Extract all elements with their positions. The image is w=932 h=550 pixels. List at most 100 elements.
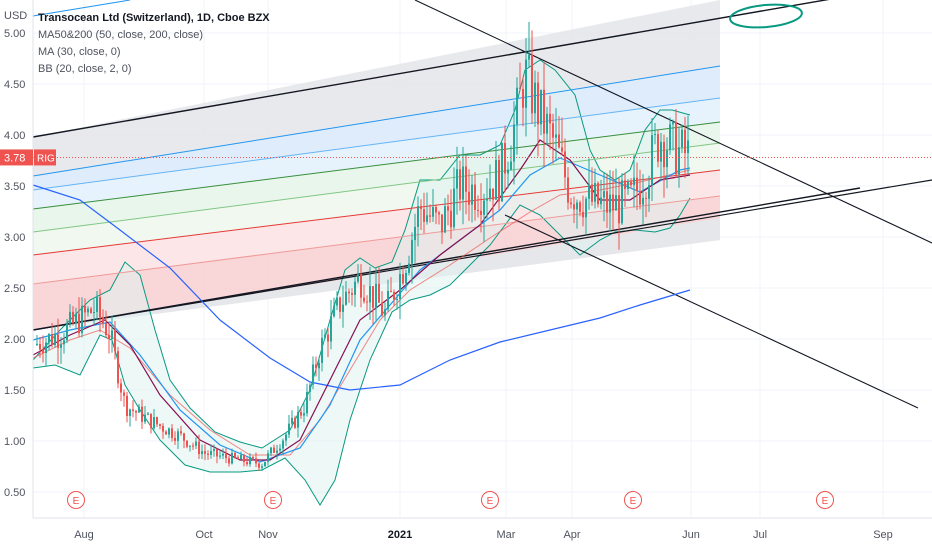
candle-body (345, 291, 347, 305)
candle-body (72, 311, 74, 323)
candle-body (573, 204, 575, 210)
candle-body (192, 445, 194, 447)
candle-body (171, 428, 173, 438)
symbol-tag (34, 149, 56, 166)
candle-body (441, 214, 443, 233)
candle-body (570, 202, 572, 205)
legend-indicator-bb[interactable]: BB (20, close, 2, 0) (38, 63, 132, 75)
candle-body (63, 340, 65, 345)
candle-body (681, 129, 683, 148)
ma200-line (32, 184, 691, 391)
candle-body (174, 437, 176, 441)
candle-body (180, 431, 182, 434)
candle-body (93, 312, 95, 314)
candle-body (411, 240, 413, 264)
candle-body (453, 188, 455, 228)
pitchfork-lines (32, 0, 932, 331)
candle-body (669, 124, 671, 151)
candle-body (321, 337, 323, 363)
candle-body (474, 184, 476, 211)
y-tick-label: 4.50 (4, 79, 25, 91)
candles (36, 21, 689, 471)
candle-body (495, 160, 497, 200)
candle-body (279, 448, 281, 451)
candle-body (249, 456, 251, 465)
candle-body (459, 169, 461, 200)
candle-body (270, 447, 272, 454)
candle-body (576, 202, 578, 210)
candle-body (294, 417, 296, 428)
candle-body (150, 413, 152, 429)
earnings-marker-label: E (822, 496, 829, 507)
candle-body (516, 87, 518, 125)
candle-body (564, 151, 566, 178)
legend-indicator-ma30[interactable]: MA (30, close, 0) (38, 46, 121, 58)
candle-body (81, 305, 83, 334)
candle-body (225, 453, 227, 459)
candle-body (42, 349, 44, 354)
candle-body (492, 188, 494, 200)
candle-body (417, 205, 419, 227)
candle-body (201, 451, 203, 455)
candle-body (153, 417, 155, 429)
candle-body (537, 82, 539, 125)
candle-body (507, 169, 509, 174)
candle-body (387, 290, 389, 310)
candle-body (429, 215, 431, 217)
candle-body (414, 226, 416, 241)
candle-body (198, 441, 200, 455)
earnings-marker-label: E (270, 496, 277, 507)
candle-body (207, 453, 209, 455)
candle-body (240, 454, 242, 460)
candle-body (354, 281, 356, 295)
candle-body (510, 161, 512, 170)
x-axis: Aug Oct Nov 2021 Mar Apr Jun Jul Sep (33, 517, 932, 541)
candle-body (159, 424, 161, 426)
x-tick-label: Mar (497, 529, 516, 541)
candle-body (39, 343, 41, 350)
candle-body (117, 351, 119, 384)
candle-body (528, 54, 530, 60)
pitchfork-line (32, 169, 721, 256)
candle-body (114, 330, 116, 352)
candle-body (639, 190, 641, 205)
earnings-marker-label: E (630, 496, 637, 507)
candle-body (330, 316, 332, 342)
candle-body (267, 453, 269, 462)
earnings-marker-label: E (487, 496, 494, 507)
pitchfork-band (33, 196, 720, 330)
candle-body (342, 304, 344, 312)
candle-body (672, 122, 674, 125)
candle-body (273, 447, 275, 453)
candle-body (246, 461, 248, 465)
candle-body (285, 434, 287, 441)
candle-body (519, 87, 521, 90)
pitchfork-line (32, 0, 830, 138)
candle-body (252, 456, 254, 459)
candle-body (186, 440, 188, 447)
candle-body (540, 89, 542, 125)
candle-body (600, 197, 602, 205)
candle-body (435, 206, 437, 213)
candle-body (162, 425, 164, 432)
candle-body (45, 342, 47, 354)
candle-body (384, 309, 386, 316)
candle-body (348, 291, 350, 294)
legend-indicator-ma50-200[interactable]: MA50&200 (50, close, 200, close) (38, 29, 204, 41)
earnings-marker-label: E (73, 496, 80, 507)
pitchfork-line (32, 179, 932, 331)
candle-body (165, 431, 167, 435)
pitchfork-band (33, 0, 720, 176)
y-tick-label: 1.50 (4, 385, 25, 397)
candle-body (522, 89, 524, 108)
candle-body (87, 308, 89, 313)
candle-body (543, 89, 545, 134)
candle-body (630, 181, 632, 186)
ma30-line (32, 157, 691, 463)
legend: Transocean Ltd (Switzerland), 1D, Cboe B… (38, 10, 270, 78)
candle-body (609, 194, 611, 213)
candle-body (306, 391, 308, 414)
y-tick-label: 4.00 (4, 130, 25, 142)
